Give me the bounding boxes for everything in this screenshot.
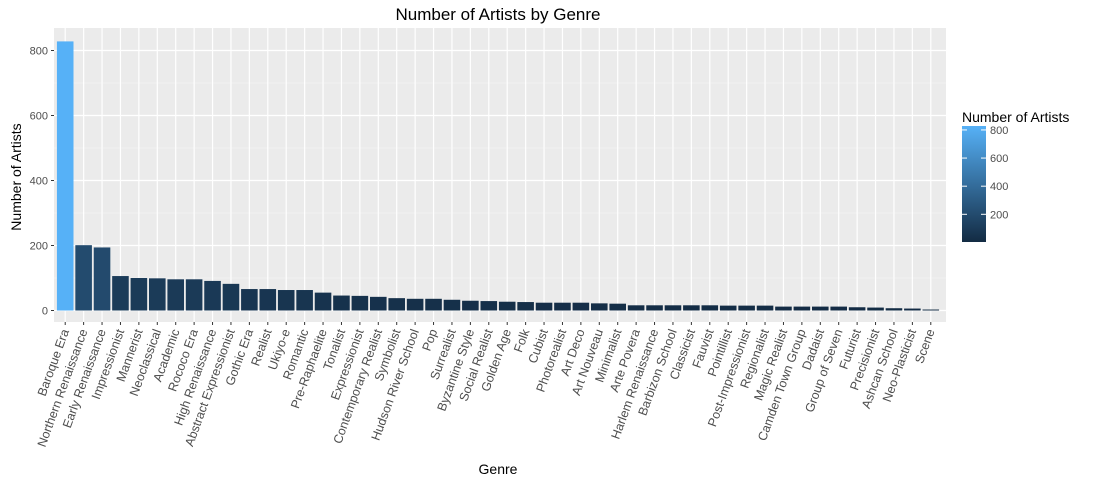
legend-label: 600 xyxy=(990,153,1008,165)
bar xyxy=(277,290,295,311)
bar xyxy=(167,279,184,311)
bar xyxy=(93,247,111,311)
bar xyxy=(848,307,866,311)
bar xyxy=(775,306,792,311)
y-tick-label: 800 xyxy=(30,46,48,58)
bar xyxy=(609,303,626,311)
colorbar xyxy=(962,126,986,242)
bar xyxy=(498,301,516,311)
y-tick-label: 200 xyxy=(30,241,48,253)
bar xyxy=(56,41,74,311)
bar xyxy=(333,295,350,311)
bar xyxy=(756,305,774,311)
legend-label: 800 xyxy=(990,125,1008,137)
bar xyxy=(406,298,424,311)
bar xyxy=(130,278,148,311)
legend-ticks: 200 400 600 800 xyxy=(962,125,1008,221)
bar xyxy=(388,298,405,311)
bar xyxy=(793,306,811,311)
bar xyxy=(572,302,590,311)
legend-title: Number of Artists xyxy=(962,109,1069,125)
bar xyxy=(627,305,645,311)
bar xyxy=(517,302,534,311)
bar xyxy=(351,295,369,311)
bar xyxy=(259,289,277,311)
y-tick-label: 0 xyxy=(42,306,48,318)
bar xyxy=(535,302,553,311)
bar xyxy=(885,308,903,311)
bar xyxy=(719,305,737,311)
y-axis-title: Number of Artists xyxy=(8,123,24,230)
y-tick-label: 600 xyxy=(30,111,48,123)
bar xyxy=(904,308,921,311)
legend-label: 200 xyxy=(990,209,1008,221)
bar xyxy=(830,306,847,311)
bar xyxy=(204,280,221,311)
legend: Number of Artists 200 400 600 800 xyxy=(962,109,1069,242)
y-tick-label: 400 xyxy=(30,176,48,188)
bar xyxy=(812,306,829,311)
bar xyxy=(425,298,442,311)
bar xyxy=(664,305,682,311)
bar xyxy=(75,245,92,311)
bar xyxy=(185,279,203,311)
bars-group xyxy=(56,41,940,311)
bar xyxy=(922,309,940,311)
legend-label: 400 xyxy=(990,181,1008,193)
bar xyxy=(683,305,700,311)
bar xyxy=(370,296,387,311)
bar xyxy=(591,303,608,311)
bar xyxy=(112,276,129,311)
bar xyxy=(241,289,258,311)
chart-title: Number of Artists by Genre xyxy=(395,5,600,24)
bar xyxy=(296,290,313,311)
bar xyxy=(222,283,240,311)
bar xyxy=(646,305,663,311)
bar xyxy=(462,300,479,311)
bar xyxy=(480,301,498,311)
plot-panel xyxy=(54,28,946,322)
bar xyxy=(701,305,719,311)
bar xyxy=(867,307,884,311)
bar xyxy=(554,302,571,311)
x-axis-title: Genre xyxy=(479,461,518,477)
bar xyxy=(149,278,166,311)
y-axis: 0 200 400 600 800 xyxy=(30,46,54,318)
bar xyxy=(314,292,332,311)
bar xyxy=(443,299,461,311)
bar xyxy=(738,305,755,311)
